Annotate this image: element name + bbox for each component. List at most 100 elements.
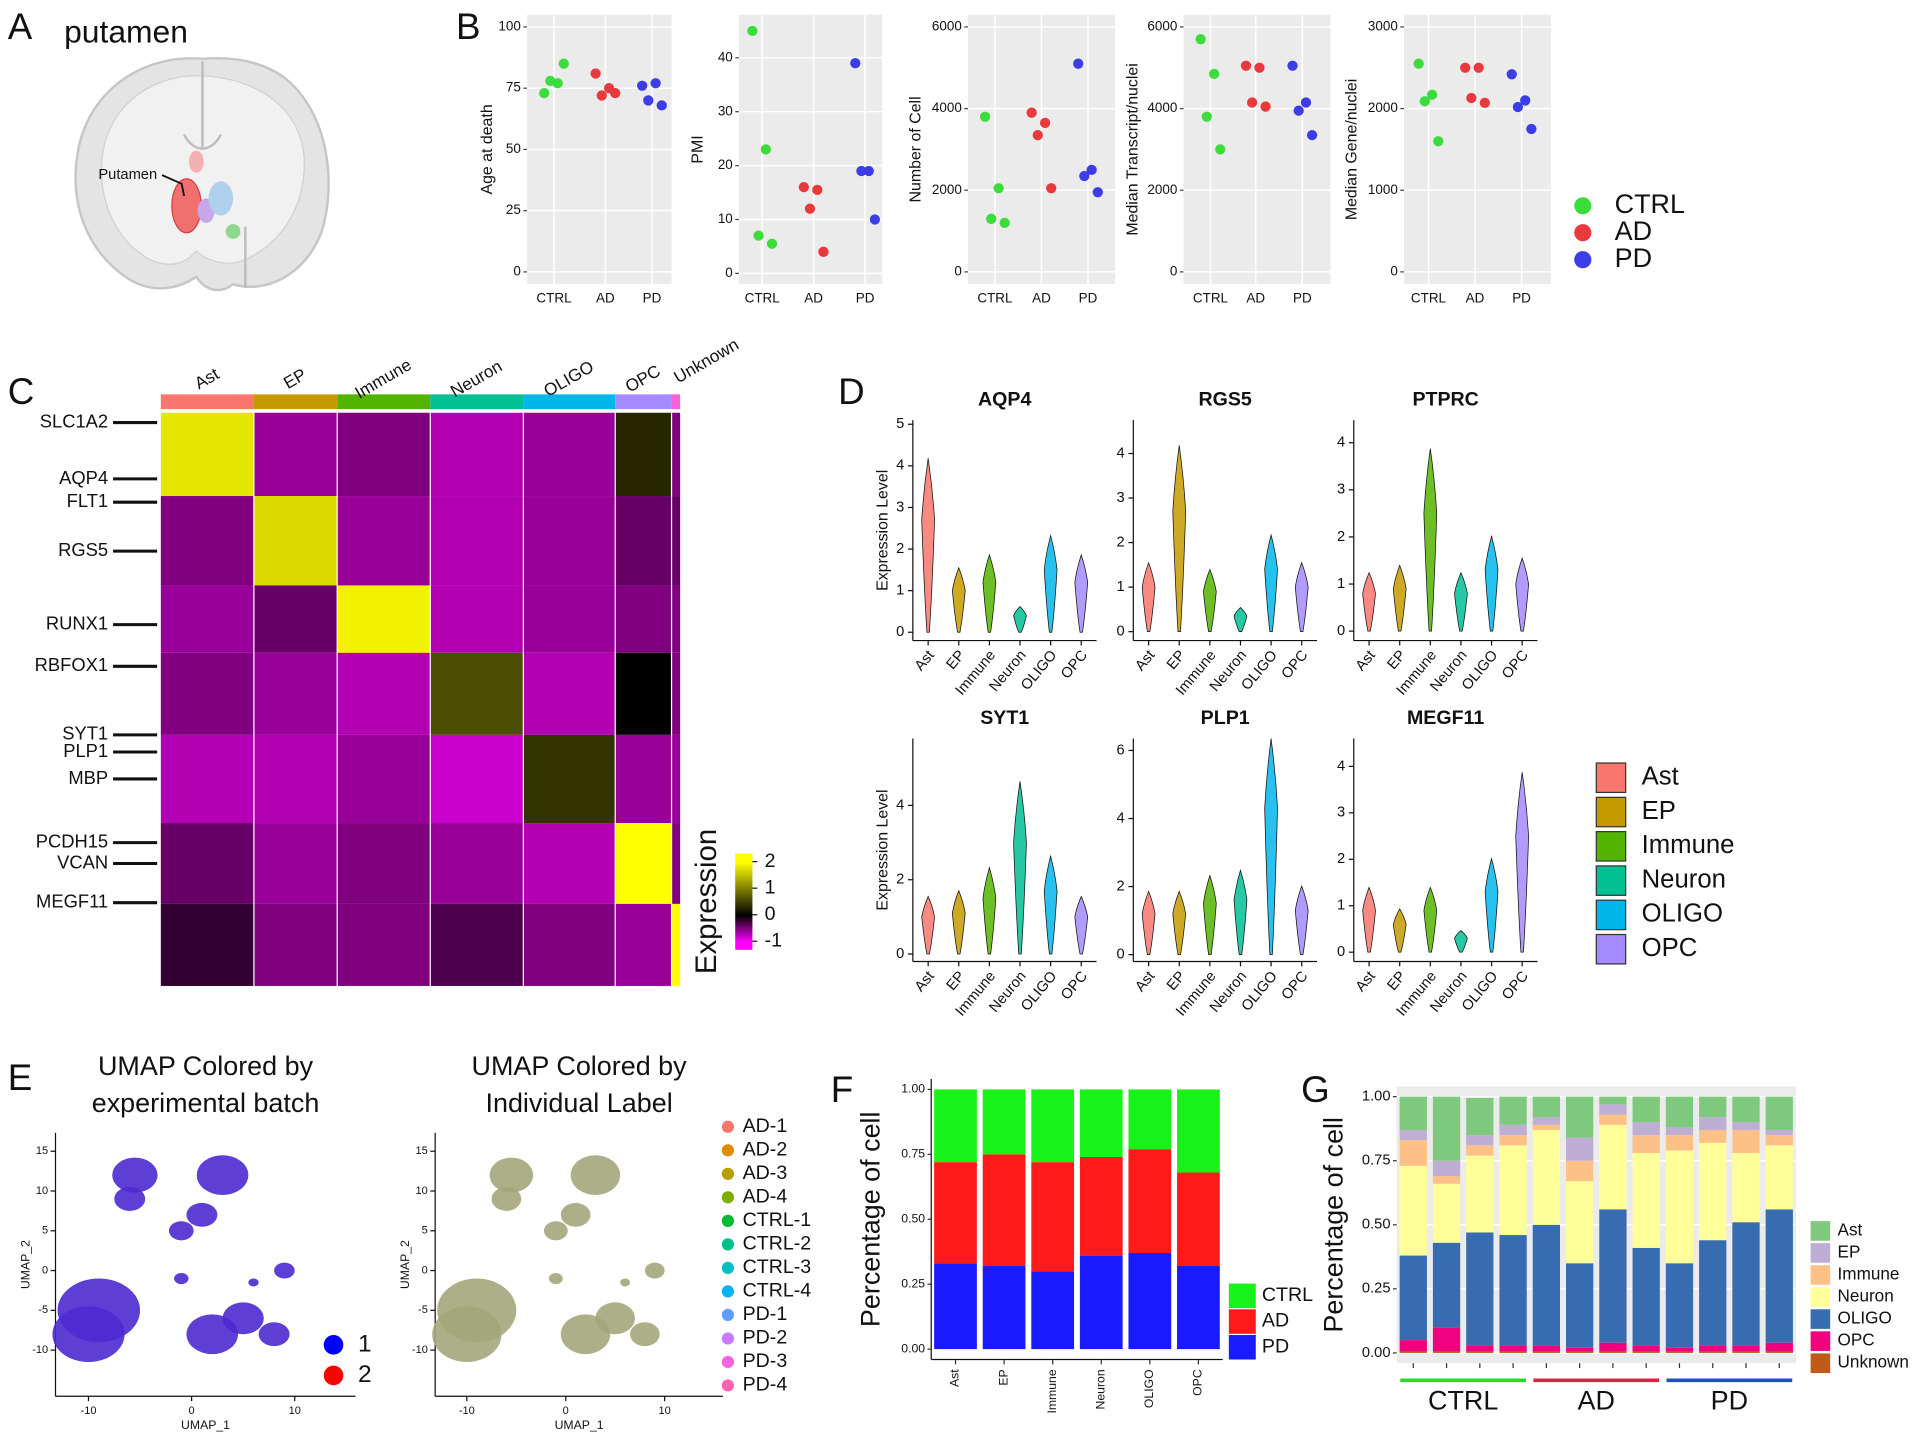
- violin: [1423, 448, 1438, 632]
- bar-segment: [1432, 1096, 1461, 1161]
- point: [610, 87, 621, 99]
- cell-cluster: [222, 1302, 264, 1335]
- bar-segment: [1466, 1351, 1494, 1353]
- group-label: PD: [1711, 1385, 1748, 1415]
- legend-label: PD-3: [743, 1350, 788, 1372]
- heatmap-cell: [160, 652, 254, 735]
- bar-segment: [1632, 1135, 1660, 1154]
- x-tick-label: PD: [1293, 290, 1312, 305]
- colorbar-slice: [735, 887, 753, 891]
- heatmap-cell: [337, 734, 431, 824]
- cluster-bar: [253, 394, 338, 410]
- bar-segment: [1399, 1351, 1427, 1353]
- violin: [951, 889, 966, 955]
- x-tick-label: PD: [856, 290, 875, 305]
- y-tick-label: 0.50: [901, 1212, 925, 1226]
- nucleus-region: [225, 224, 241, 239]
- point: [539, 87, 550, 99]
- bar-segment: [1732, 1096, 1760, 1123]
- x-tick-label: AD: [596, 290, 615, 305]
- colorbar-slice: [735, 946, 753, 950]
- y-tick-label: 2: [1337, 851, 1345, 867]
- point: [558, 58, 569, 69]
- bar-segment: [1399, 1140, 1427, 1166]
- colorbar-slice: [735, 896, 753, 900]
- heatmap-cell: [615, 585, 672, 653]
- y-tick-label: 5: [42, 1225, 48, 1237]
- y-tick-label: 2: [1337, 529, 1345, 545]
- violin: [1454, 571, 1468, 632]
- bar-segment: [1432, 1176, 1461, 1184]
- violin: [921, 895, 935, 955]
- y-tick-label: 4: [896, 458, 904, 474]
- y-tick-label: 0: [1170, 263, 1178, 278]
- bar-segment: [1466, 1145, 1494, 1156]
- label-leader: [161, 174, 185, 197]
- chart-title: PTPRC: [1412, 389, 1478, 411]
- point: [1520, 95, 1531, 106]
- bar-segment: [1466, 1155, 1494, 1233]
- y-tick-label: 4: [1337, 758, 1345, 774]
- legend-swatch: [1595, 831, 1627, 862]
- bar-segment: [1565, 1347, 1594, 1352]
- legend-label: CTRL-1: [743, 1209, 812, 1231]
- heatmap-cell: [671, 734, 681, 824]
- bar-segment: [1599, 1096, 1627, 1105]
- bar-segment: [1732, 1129, 1760, 1154]
- y-tick-label: 5: [422, 1225, 428, 1237]
- heatmap-cell: [337, 585, 431, 653]
- x-tick-label: Ast: [1353, 648, 1379, 675]
- violin: [1423, 886, 1438, 953]
- bar-segment: [1532, 1345, 1561, 1352]
- colorbar-slice: [735, 927, 753, 931]
- cell-cluster: [489, 1157, 534, 1193]
- heatmap-cell: [523, 903, 616, 986]
- y-tick-label: 2: [1117, 878, 1125, 894]
- bar-segment: [1732, 1222, 1760, 1346]
- point: [1086, 164, 1097, 175]
- bar-segment: [1699, 1129, 1727, 1143]
- y-tick-label: 6000: [1147, 19, 1177, 34]
- y-tick-label: 2: [1117, 534, 1125, 550]
- cluster-bar: [671, 394, 681, 410]
- heatmap-cell: [160, 412, 254, 497]
- x-tick-label: PD: [643, 290, 662, 305]
- cell-cluster: [570, 1155, 621, 1195]
- y-tick-label: 0: [896, 946, 904, 962]
- x-tick-label: OPC: [1058, 968, 1091, 1003]
- colorbar-slice: [735, 910, 753, 914]
- bar-segment: [1532, 1224, 1561, 1346]
- y-tick-label: 0: [513, 263, 521, 278]
- heatmap-cell: [253, 734, 338, 824]
- point: [1092, 187, 1103, 198]
- bar-segment: [1599, 1351, 1627, 1353]
- x-tick-label: Ast: [1132, 648, 1158, 675]
- bar-segment: [1079, 1089, 1123, 1157]
- y-tick-label: 15: [416, 1145, 428, 1157]
- point: [596, 90, 607, 101]
- colorbar-slice: [735, 934, 753, 938]
- bar-segment: [1699, 1351, 1727, 1353]
- legend-label: AD-3: [743, 1162, 788, 1184]
- point: [1287, 60, 1298, 71]
- colorbar-tick-label: -1: [765, 929, 782, 951]
- heatmap-cell: [253, 585, 338, 653]
- violin: [1203, 568, 1217, 633]
- legend-swatch: [1595, 796, 1627, 828]
- legend-swatch: [1810, 1353, 1831, 1373]
- point: [1306, 129, 1318, 141]
- bar-segment: [1466, 1097, 1494, 1136]
- bar-segment: [982, 1089, 1026, 1155]
- x-tick-label: Ast: [912, 968, 938, 995]
- cell-cluster: [644, 1262, 665, 1279]
- gene-label: RUNX1: [46, 613, 108, 634]
- point: [856, 165, 867, 177]
- gene-label: RGS5: [58, 539, 108, 560]
- cluster-bar: [430, 394, 524, 410]
- x-tick-label: OPC: [1499, 968, 1532, 1003]
- violin: [1074, 553, 1089, 633]
- bar-segment: [934, 1263, 977, 1350]
- cluster-label: Neuron: [447, 356, 506, 401]
- x-tick-label: OPC: [1279, 647, 1312, 682]
- heatmap-cell: [253, 903, 338, 986]
